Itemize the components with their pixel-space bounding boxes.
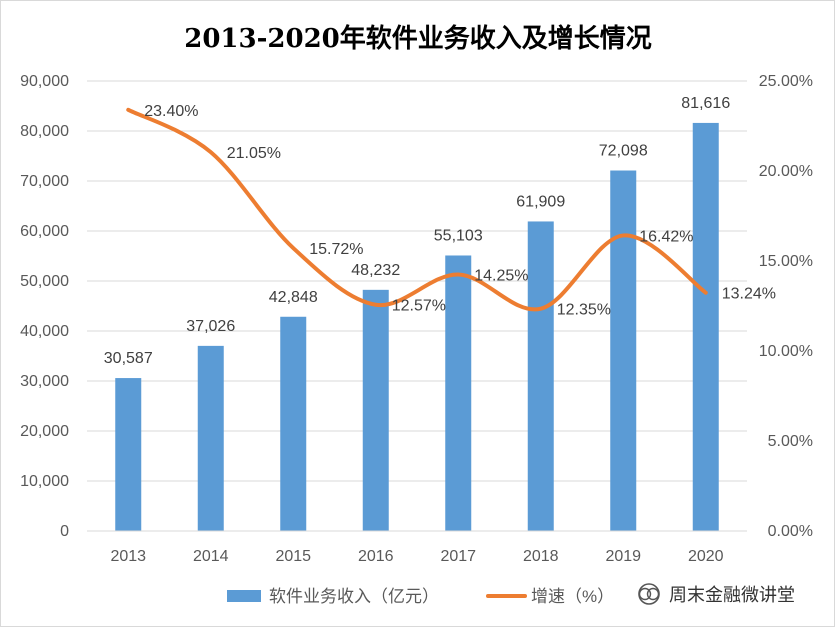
x-tick-label: 2017: [440, 548, 476, 565]
line-value-label: 12.57%: [392, 298, 446, 315]
left-tick-label: 80,000: [20, 123, 69, 140]
bar-data-labels: 30,587 37,026 42,848 48,232 55,103 61,909 72,0…: [104, 95, 731, 367]
bar-series: [115, 122, 719, 532]
x-axis-ticks: 2013 2014 2015 2016 2017 2018 2019 2020: [110, 548, 723, 565]
wechat-icon: [638, 583, 660, 605]
x-tick-label: 2013: [110, 548, 146, 565]
bar-value-label: 55,103: [434, 227, 483, 244]
left-tick-label: 50,000: [20, 273, 69, 290]
growth-rate-line: [126, 107, 708, 312]
right-tick-label: 0.00%: [768, 523, 813, 540]
x-tick-label: 2015: [275, 548, 311, 565]
watermark-text: 周末金融微讲堂: [669, 585, 795, 605]
right-tick-label: 25.00%: [759, 73, 813, 90]
bar: [197, 345, 224, 531]
left-tick-label: 10,000: [20, 473, 69, 490]
bar: [610, 170, 637, 531]
right-tick-label: 20.00%: [759, 163, 813, 180]
left-tick-label: 60,000: [20, 223, 69, 240]
left-tick-label: 70,000: [20, 173, 69, 190]
legend: 软件业务收入（亿元） 增速（%）: [227, 587, 614, 606]
x-tick-label: 2016: [358, 548, 394, 565]
bar: [115, 378, 142, 531]
legend-label-revenue: 软件业务收入（亿元）: [269, 587, 439, 606]
line-value-label: 15.72%: [309, 241, 363, 258]
bar-value-label: 30,587: [104, 350, 153, 367]
x-tick-label: 2014: [193, 548, 229, 565]
left-tick-label: 0: [60, 523, 69, 540]
line-value-label: 23.40%: [144, 103, 198, 120]
left-tick-label: 90,000: [20, 73, 69, 90]
right-tick-label: 10.00%: [759, 343, 813, 360]
left-tick-label: 20,000: [20, 423, 69, 440]
x-tick-label: 2018: [523, 548, 559, 565]
bar: [527, 221, 554, 531]
left-tick-label: 40,000: [20, 323, 69, 340]
gridlines: [87, 80, 747, 482]
bar-value-label: 37,026: [186, 318, 235, 335]
chart-title: 2013-2020年软件业务收入及增长情况: [184, 23, 652, 54]
right-tick-label: 15.00%: [759, 253, 813, 270]
bar-value-label: 42,848: [269, 289, 318, 306]
left-axis-ticks: 0 10,000 20,000 30,000 40,000 50,000 60,000 70,…: [20, 73, 69, 540]
line-value-label: 16.42%: [639, 228, 693, 245]
bar: [445, 255, 472, 532]
watermark: 周末金融微讲堂: [638, 583, 795, 605]
bar: [280, 316, 307, 531]
line-value-label: 14.25%: [474, 268, 528, 285]
bar-value-label: 81,616: [681, 95, 730, 112]
right-tick-label: 5.00%: [768, 433, 813, 450]
bar-value-label: 61,909: [516, 193, 565, 210]
left-tick-label: 30,000: [20, 373, 69, 390]
legend-swatch-revenue: [227, 590, 261, 602]
x-tick-label: 2020: [688, 548, 724, 565]
line-value-label: 13.24%: [722, 286, 776, 303]
right-axis-ticks: 0.00% 5.00% 10.00% 15.00% 20.00% 25.00%: [759, 73, 813, 540]
legend-label-growth: 增速（%）: [531, 587, 614, 606]
bar-value-label: 72,098: [599, 143, 648, 160]
bar-value-label: 48,232: [351, 262, 400, 279]
line-data-labels: 23.40% 21.05% 15.72% 12.57% 14.25% 12.35% 16.4…: [144, 103, 776, 319]
line-value-label: 21.05%: [227, 145, 281, 162]
bar: [362, 289, 389, 531]
bar: [692, 122, 719, 532]
line-value-label: 12.35%: [557, 302, 611, 319]
x-tick-label: 2019: [605, 548, 641, 565]
